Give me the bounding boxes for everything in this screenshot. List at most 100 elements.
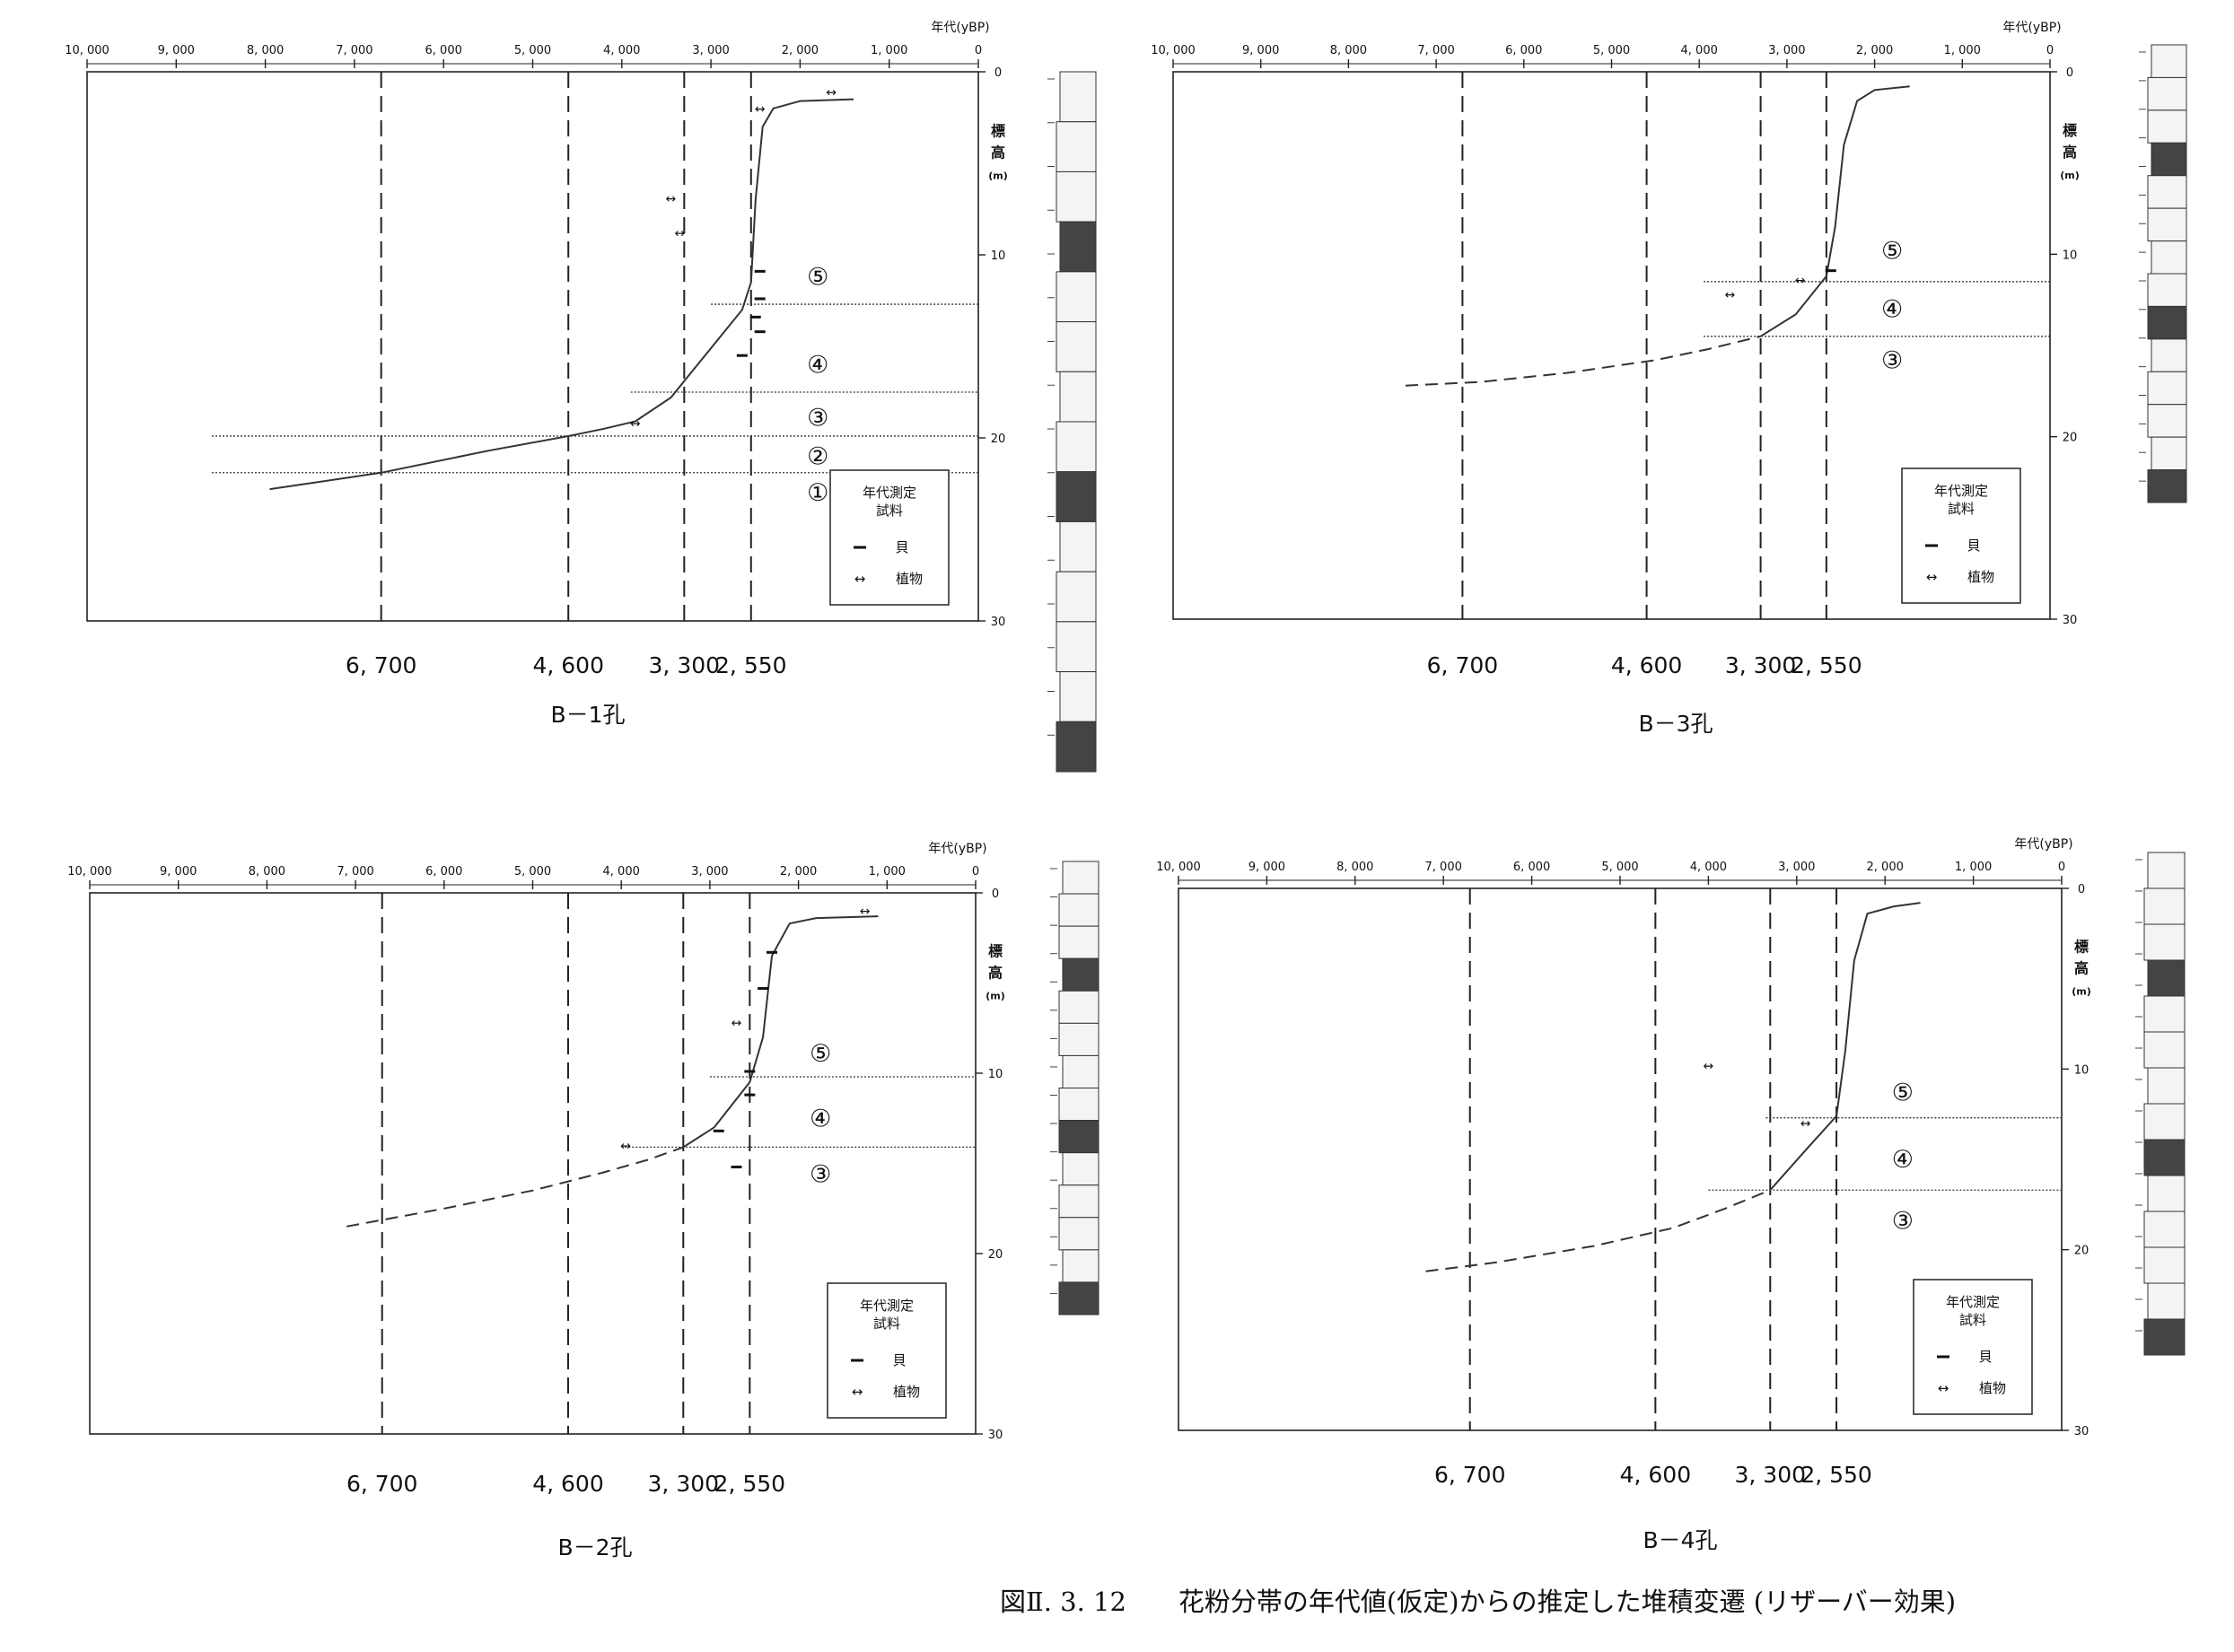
borehole-layer <box>2147 175 2187 209</box>
x-tick-label: 1, 000 <box>871 44 907 57</box>
borehole-layer <box>1058 893 1099 927</box>
sample-plant-marker: ↔ <box>674 227 685 241</box>
y-tick-label: 30 <box>2074 1425 2089 1438</box>
borehole-layer <box>2143 923 2186 961</box>
y-tick-label: 10 <box>991 249 1006 263</box>
borehole-layer <box>2151 338 2187 372</box>
borehole-layer <box>2147 1175 2186 1212</box>
legend-plant-label: 植物 <box>893 1384 920 1400</box>
pollen-zone-age-label: 2, 550 <box>1800 1462 1872 1488</box>
legend-title: 年代測定 <box>1946 1294 2000 1310</box>
x-axis-title: 年代(yBP) <box>931 21 989 35</box>
borehole-layer <box>1062 957 1099 992</box>
borehole-layer <box>2151 436 2187 471</box>
borehole-layer <box>2147 305 2187 340</box>
pollen-zone-age-label: 2, 550 <box>714 1471 786 1497</box>
borehole-layer <box>1058 990 1099 1024</box>
zone-label: ④ <box>810 1105 831 1132</box>
pollen-zone-age-label: 2, 550 <box>1791 652 1862 678</box>
legend-shell-label: 貝 <box>895 539 908 555</box>
x-tick-label: 10, 000 <box>1156 861 1201 874</box>
zone-label: ③ <box>1881 346 1903 374</box>
sample-plant-marker: ↔ <box>732 1017 742 1031</box>
legend-title: 年代測定 <box>1934 483 1988 499</box>
x-axis-title: 年代(yBP) <box>928 842 986 856</box>
panel-title: B－3孔 <box>1638 711 1713 737</box>
y-tick-label: 30 <box>2063 614 2078 627</box>
x-tick-label: 6, 000 <box>425 44 462 57</box>
x-tick-label: 5, 000 <box>514 44 551 57</box>
y-axis-title-char: (m) <box>986 990 1005 1001</box>
x-tick-label: 6, 000 <box>1505 44 1542 57</box>
zone-label: ④ <box>1892 1146 1914 1174</box>
legend-title-2: 試料 <box>876 503 903 519</box>
x-tick-label: 4, 000 <box>603 865 640 878</box>
y-tick-label: 0 <box>992 887 999 901</box>
x-tick-label: 4, 000 <box>603 44 640 57</box>
y-tick-label: 0 <box>2078 883 2085 896</box>
borehole-layer <box>1059 671 1097 722</box>
x-tick-label: 4, 000 <box>1681 44 1718 57</box>
borehole-layer <box>1062 1054 1099 1089</box>
borehole-column <box>2135 852 2186 1356</box>
borehole-layer <box>1059 71 1097 123</box>
borehole-layer <box>2143 1246 2186 1284</box>
legend-title-2: 試料 <box>1948 501 1975 517</box>
y-axis-title-char: (m) <box>2060 170 2080 181</box>
x-axis-title: 年代(yBP) <box>2002 21 2061 35</box>
borehole-layer <box>1056 571 1097 623</box>
y-tick-label: 10 <box>2074 1063 2089 1077</box>
x-tick-label: 7, 000 <box>336 44 372 57</box>
borehole-layer <box>2147 1282 2186 1320</box>
pollen-zone-age-label: 3, 300 <box>649 652 721 678</box>
borehole-layer <box>1062 861 1099 895</box>
x-tick-label: 2, 000 <box>782 44 819 57</box>
borehole-layer <box>2143 1139 2186 1176</box>
x-tick-label: 10, 000 <box>1151 44 1196 57</box>
borehole-layer <box>2143 1103 2186 1141</box>
sedimentation-curve-inferred <box>346 1146 684 1228</box>
x-tick-label: 10, 000 <box>65 44 110 57</box>
legend-plant-icon: ↔ <box>1926 569 1938 585</box>
x-tick-label: 3, 000 <box>1778 861 1815 874</box>
pollen-zone-age-label: 4, 600 <box>1620 1462 1692 1488</box>
plot-frame <box>1172 71 2051 620</box>
borehole-layer <box>2143 1211 2186 1248</box>
x-tick-label: 7, 000 <box>337 865 373 878</box>
borehole-layer <box>1062 1152 1099 1186</box>
legend-plant-icon: ↔ <box>854 571 866 587</box>
borehole-layer <box>1058 1281 1099 1315</box>
zone-label: ③ <box>810 1161 831 1189</box>
x-tick-label: 10, 000 <box>67 865 112 878</box>
legend-box <box>829 469 950 606</box>
zone-label: ⑤ <box>810 1040 831 1068</box>
borehole-layer <box>1058 925 1099 959</box>
legend-title-2: 試料 <box>1959 1312 1986 1328</box>
borehole-layer <box>2147 76 2187 111</box>
borehole-layer <box>2151 44 2187 78</box>
y-tick-label: 20 <box>2063 432 2078 445</box>
x-tick-label: 9, 000 <box>158 44 195 57</box>
sedimentation-curve <box>1769 902 1921 1191</box>
panel-title: B－1孔 <box>550 702 625 728</box>
legend-plant-icon: ↔ <box>852 1384 863 1400</box>
chart-panel-3: 10, 000 9, 000 8, 000 7, 000 6, 000 5, 000 4, … <box>67 842 1099 1560</box>
sample-plant-marker: ↔ <box>826 85 837 100</box>
borehole-layer <box>2151 240 2187 275</box>
pollen-zone-age-label: 6, 700 <box>346 652 417 678</box>
y-tick-label: 20 <box>991 433 1006 446</box>
borehole-layer <box>1059 221 1097 273</box>
borehole-layer <box>2143 1031 2186 1069</box>
zone-label: ③ <box>1892 1207 1914 1235</box>
zone-label: ③ <box>807 405 828 433</box>
zone-label: ④ <box>807 351 828 379</box>
x-tick-label: 5, 000 <box>1593 44 1630 57</box>
x-tick-label: 0 <box>2046 44 2054 57</box>
x-tick-label: 1, 000 <box>869 865 906 878</box>
borehole-layer <box>2143 887 2186 925</box>
y-axis-title-char: (m) <box>988 170 1008 181</box>
x-tick-label: 5, 000 <box>514 865 551 878</box>
panels: 10, 000 9, 000 8, 000 7, 000 6, 000 5, 000 4, … <box>65 21 2187 1560</box>
x-tick-label: 8, 000 <box>247 44 284 57</box>
sample-plant-marker: ↔ <box>1795 274 1806 288</box>
